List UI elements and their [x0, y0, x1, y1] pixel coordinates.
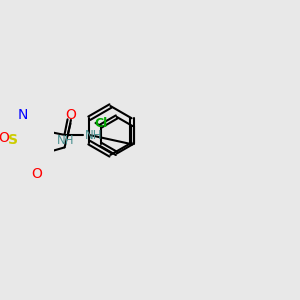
- Text: NH: NH: [84, 129, 102, 142]
- Text: O: O: [31, 167, 42, 181]
- Text: NH: NH: [57, 134, 74, 147]
- Text: S: S: [8, 133, 18, 147]
- Text: N: N: [18, 108, 28, 122]
- Text: Cl: Cl: [94, 116, 107, 130]
- Text: O: O: [65, 108, 76, 122]
- Text: O: O: [0, 131, 9, 145]
